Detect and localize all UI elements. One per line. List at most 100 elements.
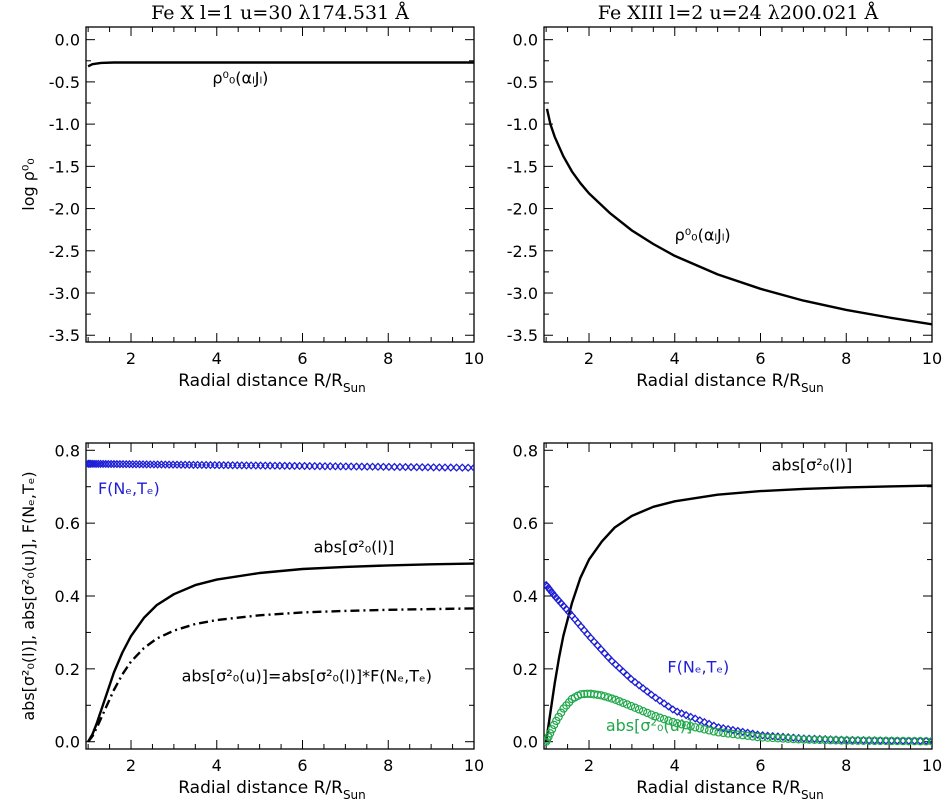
y-tick-label: -1.0 — [507, 115, 538, 134]
data-point-circle — [622, 700, 632, 709]
y-tick-label: -3.0 — [49, 284, 80, 303]
data-point-diamond — [390, 462, 399, 472]
series-annotation: abs[σ²₀(u)]=abs[σ²₀(l)]*F(Nₑ,Tₑ) — [182, 667, 432, 686]
y-tick-label: -1.5 — [49, 157, 80, 176]
data-point-circle — [630, 703, 640, 712]
data-point-diamond — [651, 693, 660, 702]
data-point-diamond — [728, 725, 738, 735]
data-point-diamond — [341, 462, 351, 471]
chart-title: Fe XIII l=2 u=24 λ200.021 Å — [598, 2, 879, 24]
panel-top-left: 2 4 6 8 10 Radial distance R/RSun 0.0 -0.5 -1.0 -… — [19, 2, 484, 395]
data-point-diamond — [659, 699, 669, 708]
x-tick-label: 10 — [922, 349, 942, 368]
data-point-diamond — [452, 463, 461, 472]
data-point-circle — [655, 713, 665, 722]
data-point-circle — [921, 737, 931, 746]
data-point-diamond — [131, 460, 141, 469]
y-tick-label: -1.5 — [507, 157, 538, 176]
panel-top-right: 2 4 6 8 10 Radial distance R/RSun 0.0 -0.5 -1.0 -… — [507, 2, 942, 395]
y-tick-label: 0.0 — [513, 31, 538, 50]
x-axis-label-sub: Sun — [343, 788, 366, 802]
x-tick-label: 2 — [584, 756, 594, 775]
data-point-circle — [700, 725, 709, 734]
y-axis-label: abs[σ²₀(l)], abs[σ²₀(u)], F(Nₑ,Tₑ) — [19, 471, 38, 720]
data-point-circle — [789, 734, 798, 744]
data-point-circle — [778, 734, 788, 743]
panel-bottom-right: 2 4 6 8 10 Radial distance R/RSun 0.0 0.2 0.4 0.6… — [513, 441, 943, 802]
x-tick-label: 2 — [126, 756, 136, 775]
series-line — [545, 108, 932, 326]
data-point-diamond — [357, 462, 367, 471]
chart-title: Fe X l=1 u=30 λ174.531 Å — [151, 2, 409, 24]
data-point-circle — [626, 701, 636, 711]
y-tick-label: -2.5 — [49, 242, 80, 261]
x-tick-label: 8 — [841, 349, 851, 368]
data-point-diamond — [686, 712, 695, 722]
y-tick-label: 0.0 — [55, 733, 80, 752]
y-tick-label: 0.6 — [55, 514, 80, 533]
y-tick-label: 0.4 — [513, 587, 538, 606]
x-tick-label: 8 — [383, 756, 393, 775]
x-tick-label: 10 — [922, 756, 942, 775]
data-point-circle — [837, 736, 846, 745]
data-point-diamond — [118, 459, 128, 469]
y-axis-label: log ρ⁰₀ — [19, 158, 38, 210]
y-tick-label: 0.2 — [55, 660, 80, 679]
data-point-circle — [898, 736, 908, 746]
data-point-circle — [763, 733, 772, 742]
data-point-diamond — [576, 622, 586, 631]
y-tick-label: 0.4 — [55, 587, 80, 606]
y-tick-label: -0.5 — [507, 73, 538, 92]
data-point-circle — [545, 729, 555, 738]
data-point-circle — [859, 736, 868, 745]
data-point-diamond — [115, 459, 125, 469]
x-tick-label: 6 — [297, 349, 307, 368]
data-point-diamond — [634, 681, 644, 690]
data-point-diamond — [673, 707, 682, 716]
data-point-circle — [910, 737, 919, 746]
x-tick-label: 6 — [755, 756, 765, 775]
data-point-circle — [738, 731, 747, 740]
data-point-diamond — [668, 705, 678, 714]
y-tick-label: 0.6 — [513, 514, 538, 533]
series-line — [544, 484, 932, 742]
data-point-circle — [677, 720, 686, 729]
x-tick-label: 10 — [464, 756, 484, 775]
data-point-circle — [820, 735, 830, 745]
data-point-circle — [556, 708, 566, 717]
data-point-circle — [753, 732, 762, 742]
x-tick-label: 4 — [670, 756, 680, 775]
x-axis-label-main: Radial distance R/R — [636, 778, 801, 798]
data-point-diamond — [600, 649, 609, 658]
y-tick-label: -2.0 — [49, 200, 80, 219]
data-point-diamond — [101, 459, 110, 469]
series-group — [544, 484, 932, 746]
data-point-circle — [604, 693, 613, 702]
data-point-diamond — [418, 463, 427, 472]
data-point-circle — [927, 737, 932, 746]
x-axis-label-main: Radial distance R/R — [636, 371, 801, 391]
data-point-circle — [733, 730, 742, 739]
data-point-circle — [719, 728, 728, 738]
y-tick-label: -2.5 — [507, 242, 538, 261]
y-tick-label: -2.0 — [507, 200, 538, 219]
series-group — [86, 459, 474, 743]
data-point-circle — [554, 712, 563, 722]
data-point-diamond — [412, 462, 421, 472]
data-point-circle — [576, 690, 586, 699]
series-group — [87, 61, 474, 68]
data-point-circle — [611, 695, 620, 705]
data-point-diamond — [655, 696, 665, 705]
data-point-circle — [887, 736, 896, 746]
x-tick-label: 2 — [584, 349, 594, 368]
data-point-circle — [600, 692, 609, 701]
data-point-diamond — [733, 726, 743, 736]
data-point-diamond — [429, 463, 438, 472]
data-point-circle — [904, 736, 913, 746]
data-point-diamond — [643, 687, 652, 696]
data-point-circle — [773, 734, 783, 743]
panel-bottom-left: 2 4 6 8 10 Radial distance R/RSun 0.0 0.2 0.4 0.6… — [19, 441, 484, 802]
data-point-circle — [673, 719, 682, 728]
data-point-diamond — [647, 690, 656, 699]
x-axis-label: Radial distance R/RSun — [636, 371, 824, 395]
